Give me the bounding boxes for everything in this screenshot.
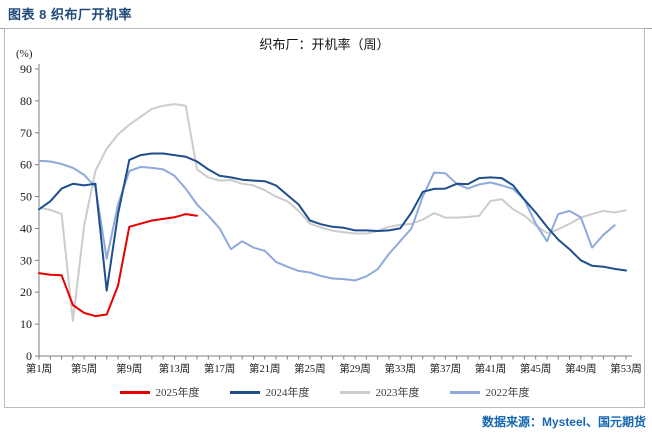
x-tick-label: 第1周	[26, 362, 52, 375]
legend-label-2023: 2023年度	[375, 387, 420, 399]
x-tick-label: 第53周	[610, 362, 642, 375]
chart-panel: 织布厂：开机率（周） (%) 0 10 20 30 40 50 60 70 80 90 第1周 第5周…	[4, 28, 645, 408]
chart-legend: 2025年度 2024年度 2023年度 2022年度	[5, 384, 644, 400]
y-tick-label: 70	[20, 126, 32, 140]
figure-caption: 图表 8 织布厂开机率	[0, 0, 652, 29]
series-line-2025	[38, 213, 198, 318]
x-tick-label: 第45周	[520, 362, 552, 375]
y-tick-label: 30	[20, 253, 32, 267]
x-tick-label: 第13周	[159, 362, 191, 375]
x-tick-label: 第29周	[339, 362, 371, 375]
legend-item-2023: 2023年度	[339, 384, 420, 400]
legend-swatch-2025	[119, 390, 150, 394]
x-tick-label: 第33周	[384, 362, 416, 375]
data-source: 数据来源：Mysteel、国元期货	[481, 415, 646, 429]
series-line-2022	[38, 159, 616, 282]
legend-label-2022: 2022年度	[485, 387, 530, 399]
legend-item-2024: 2024年度	[229, 384, 310, 400]
y-tick-label: 20	[20, 285, 32, 299]
series-line-2024	[38, 152, 627, 292]
series-line-2023	[38, 103, 627, 322]
x-tick-label: 第37周	[430, 362, 462, 375]
y-tick-label: 10	[20, 317, 32, 331]
line-chart: 0 10 20 30 40 50 60 70 80 90 第1周 第5周 第9周 第13周 第17周 第21周…	[20, 62, 642, 375]
x-tick-label: 第5周	[71, 362, 97, 375]
legend-label-2025: 2025年度	[155, 387, 200, 399]
y-tick-label: 50	[20, 190, 32, 204]
y-tick-label: 0	[26, 349, 32, 363]
legend-swatch-2022	[449, 390, 480, 394]
y-tick-label: 60	[20, 158, 32, 172]
x-tick-label: 第49周	[565, 362, 597, 375]
y-tick-label: 80	[20, 94, 32, 108]
x-tick-label: 第21周	[249, 362, 281, 375]
legend-item-2025: 2025年度	[119, 384, 200, 400]
y-tick-label: 40	[20, 221, 32, 235]
x-tick-label: 第9周	[116, 362, 142, 375]
x-tick-label: 第17周	[204, 362, 236, 375]
legend-swatch-2023	[339, 390, 370, 394]
legend-label-2024: 2024年度	[265, 387, 310, 399]
x-tick-label: 第41周	[475, 362, 507, 375]
y-tick-label: 90	[20, 62, 32, 76]
legend-item-2022: 2022年度	[449, 384, 530, 400]
x-tick-label: 第25周	[294, 362, 326, 375]
legend-swatch-2024	[229, 390, 260, 394]
chart-title: 织布厂：开机率（周）	[259, 37, 390, 52]
y-axis-unit-label: (%)	[16, 48, 33, 60]
